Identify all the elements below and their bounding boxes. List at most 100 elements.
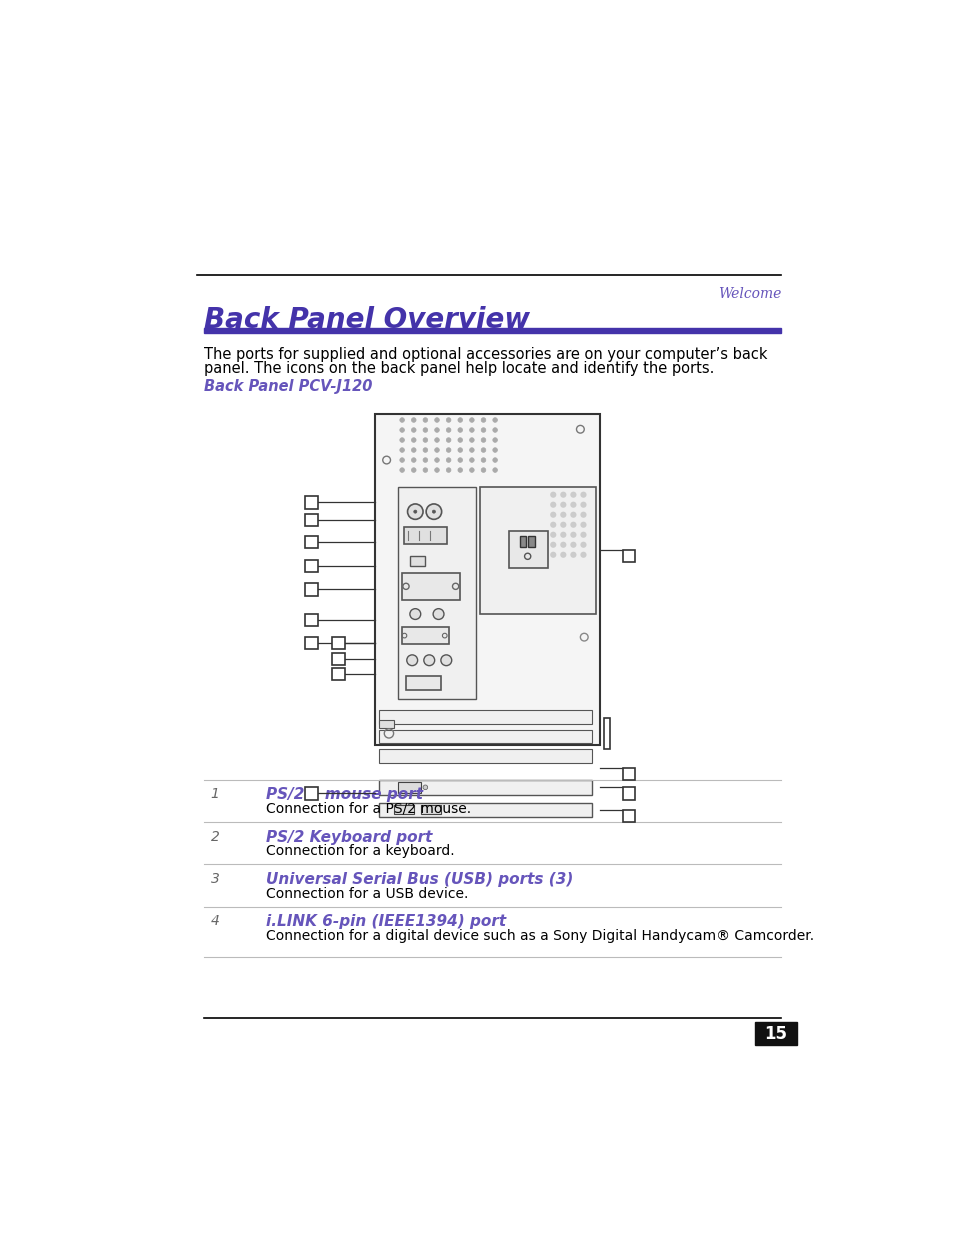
Circle shape	[422, 417, 427, 422]
Circle shape	[559, 542, 566, 548]
Circle shape	[426, 504, 441, 520]
Circle shape	[440, 655, 452, 666]
Circle shape	[559, 521, 566, 527]
Circle shape	[493, 427, 497, 432]
Bar	[378, 730, 592, 743]
Circle shape	[399, 437, 404, 442]
Circle shape	[493, 468, 497, 472]
Bar	[375, 414, 599, 745]
Text: Connection for a digital device such as a Sony Digital Handycam® Camcorder.: Connection for a digital device such as …	[266, 929, 814, 944]
Circle shape	[559, 531, 566, 537]
Circle shape	[550, 521, 556, 527]
Bar	[622, 787, 635, 799]
Circle shape	[579, 492, 586, 498]
Text: 15: 15	[763, 1025, 787, 1042]
Bar	[394, 805, 414, 814]
Circle shape	[422, 468, 427, 472]
Bar	[204, 329, 781, 333]
Circle shape	[469, 437, 474, 442]
Bar	[305, 561, 317, 573]
Circle shape	[457, 458, 462, 462]
Circle shape	[410, 609, 420, 620]
Circle shape	[457, 448, 462, 452]
Text: The ports for supplied and optional accessories are on your computer’s back: The ports for supplied and optional acce…	[204, 347, 767, 362]
Text: PS/2 Keyboard port: PS/2 Keyboard port	[266, 830, 433, 845]
Circle shape	[579, 521, 586, 527]
Text: 2: 2	[211, 830, 219, 844]
Circle shape	[480, 458, 485, 462]
Bar	[397, 782, 421, 793]
Bar	[332, 668, 344, 680]
Circle shape	[435, 427, 439, 432]
Circle shape	[411, 427, 416, 432]
Bar	[305, 536, 317, 548]
Text: PS/2® mouse port: PS/2® mouse port	[266, 787, 423, 803]
Circle shape	[433, 609, 443, 620]
Circle shape	[469, 417, 474, 422]
Circle shape	[469, 427, 474, 432]
Circle shape	[559, 511, 566, 517]
Bar	[305, 637, 317, 650]
Circle shape	[570, 492, 576, 498]
Circle shape	[435, 458, 439, 462]
Bar	[519, 536, 525, 547]
Circle shape	[411, 458, 416, 462]
Text: Universal Serial Bus (USB) ports (3): Universal Serial Bus (USB) ports (3)	[266, 872, 574, 887]
Circle shape	[446, 468, 451, 472]
Text: Connection for a PS/2 mouse.: Connection for a PS/2 mouse.	[266, 802, 471, 816]
Circle shape	[422, 437, 427, 442]
Circle shape	[493, 458, 497, 462]
Bar	[305, 496, 317, 509]
Circle shape	[469, 458, 474, 462]
Circle shape	[480, 448, 485, 452]
Bar	[402, 573, 459, 600]
Bar	[479, 487, 596, 614]
Circle shape	[480, 417, 485, 422]
Circle shape	[399, 448, 404, 452]
Text: Back Panel PCV-J120: Back Panel PCV-J120	[204, 379, 373, 394]
Circle shape	[550, 492, 556, 498]
Bar	[305, 514, 317, 526]
Circle shape	[446, 458, 451, 462]
Circle shape	[559, 552, 566, 558]
Circle shape	[435, 448, 439, 452]
Circle shape	[550, 531, 556, 537]
Circle shape	[446, 448, 451, 452]
Bar	[378, 710, 592, 724]
Text: 1: 1	[211, 787, 219, 802]
Circle shape	[457, 417, 462, 422]
Circle shape	[399, 458, 404, 462]
Bar	[754, 1023, 797, 1045]
Circle shape	[422, 448, 427, 452]
Bar	[305, 614, 317, 626]
Circle shape	[550, 501, 556, 508]
Text: 3: 3	[211, 872, 219, 885]
Text: Connection for a USB device.: Connection for a USB device.	[266, 887, 468, 900]
Circle shape	[550, 511, 556, 517]
Circle shape	[579, 531, 586, 537]
Circle shape	[550, 542, 556, 548]
Bar	[528, 536, 534, 547]
Bar	[378, 803, 592, 816]
Circle shape	[579, 501, 586, 508]
Circle shape	[457, 427, 462, 432]
Circle shape	[480, 468, 485, 472]
Circle shape	[493, 448, 497, 452]
Bar	[410, 556, 425, 566]
Circle shape	[399, 417, 404, 422]
Circle shape	[550, 552, 556, 558]
Circle shape	[423, 655, 435, 666]
Bar	[305, 787, 317, 799]
Bar	[421, 805, 440, 814]
Bar	[622, 550, 635, 562]
Text: 4: 4	[211, 914, 219, 929]
Circle shape	[457, 468, 462, 472]
Circle shape	[480, 427, 485, 432]
Bar	[378, 779, 592, 795]
Circle shape	[570, 501, 576, 508]
Text: i.LINK 6-pin (IEEE1394) port: i.LINK 6-pin (IEEE1394) port	[266, 914, 506, 930]
Bar	[622, 810, 635, 823]
Bar	[406, 676, 440, 689]
Circle shape	[579, 542, 586, 548]
Circle shape	[422, 785, 427, 789]
